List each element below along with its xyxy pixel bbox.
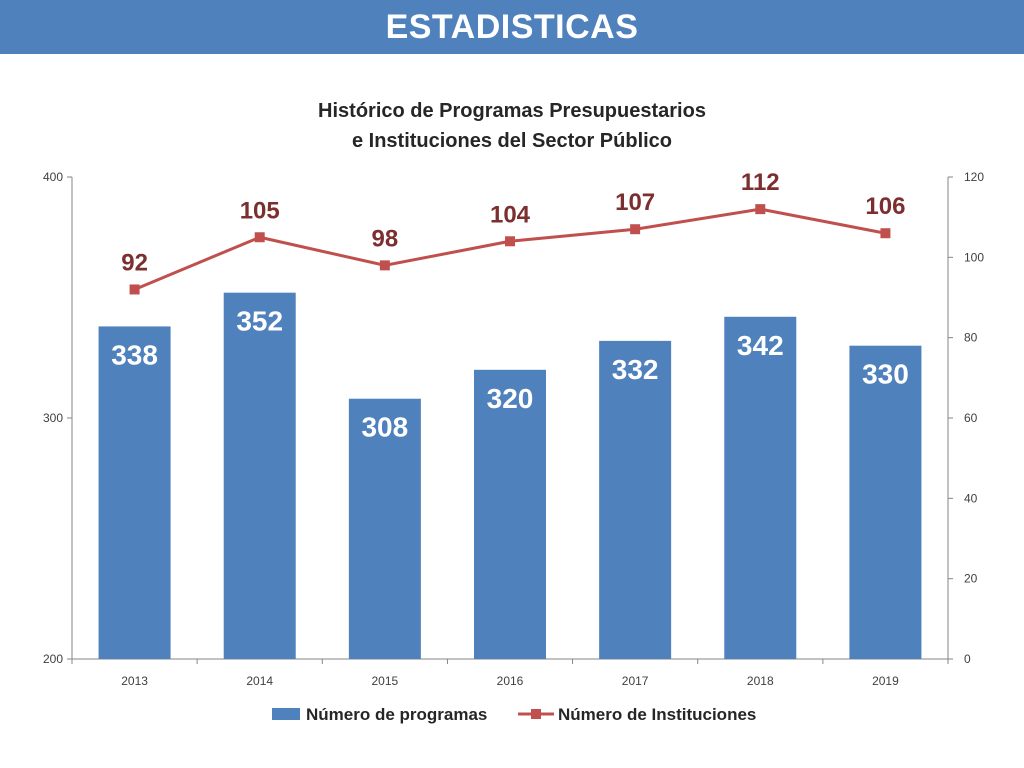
y-right-tick-label: 100 bbox=[964, 250, 984, 264]
bar bbox=[599, 340, 672, 659]
chart-title: Histórico de Programas Presupuestarios e… bbox=[0, 96, 1024, 156]
bar-value-label: 352 bbox=[236, 306, 283, 337]
line-marker bbox=[880, 228, 891, 239]
page-title: ESTADISTICAS bbox=[385, 7, 639, 46]
bar-value-label: 308 bbox=[361, 412, 408, 443]
line-marker bbox=[630, 224, 641, 235]
bar-value-label: 320 bbox=[487, 383, 534, 414]
x-tick-label: 2016 bbox=[497, 674, 524, 688]
line-value-label: 107 bbox=[615, 189, 655, 216]
y-left-tick-label: 300 bbox=[43, 411, 63, 425]
bar bbox=[849, 345, 922, 659]
line-value-label: 92 bbox=[121, 249, 148, 276]
x-tick-label: 2017 bbox=[622, 674, 649, 688]
bar bbox=[98, 326, 171, 659]
line-series: 92 105 98 104 107 112 106 bbox=[121, 169, 905, 295]
chart-title-line-2: e Instituciones del Sector Público bbox=[351, 130, 673, 152]
x-tick-label: 2014 bbox=[246, 674, 273, 688]
y-left-tick-label: 200 bbox=[43, 652, 63, 666]
y-left-tick-label: 400 bbox=[43, 170, 63, 184]
y-right-tick-label: 60 bbox=[964, 411, 978, 425]
bar bbox=[474, 369, 546, 659]
line-marker bbox=[129, 284, 140, 295]
legend-line-marker bbox=[531, 709, 541, 719]
line-value-label: 98 bbox=[372, 225, 399, 252]
x-tick-label: 2013 bbox=[121, 674, 148, 688]
line-marker bbox=[755, 204, 766, 215]
line-marker bbox=[254, 232, 265, 243]
bar-value-label: 342 bbox=[737, 330, 784, 361]
y-right-tick-label: 20 bbox=[964, 572, 978, 586]
line-value-label: 105 bbox=[240, 197, 280, 224]
chart-title-line-1: Histórico de Programas Presupuestarios bbox=[318, 100, 706, 122]
bar-value-label: 332 bbox=[612, 354, 659, 385]
x-tick-label: 2015 bbox=[372, 674, 399, 688]
legend-bar-swatch bbox=[272, 708, 300, 720]
line-value-label: 112 bbox=[741, 169, 780, 196]
bar bbox=[348, 398, 421, 659]
chart-legend: Número de programas Número de Institucion… bbox=[272, 705, 756, 724]
bar-value-label: 330 bbox=[862, 359, 909, 390]
x-tick-label: 2018 bbox=[747, 674, 774, 688]
line-marker bbox=[505, 236, 515, 247]
y-right-tick-label: 40 bbox=[964, 491, 978, 505]
legend-line-label: Número de Instituciones bbox=[558, 705, 756, 724]
line-value-label: 104 bbox=[490, 201, 531, 228]
line-value-label: 106 bbox=[865, 193, 905, 220]
y-right-tick-label: 80 bbox=[964, 331, 978, 345]
bar bbox=[223, 292, 296, 659]
y-right-tick-label: 120 bbox=[964, 170, 984, 184]
line-marker bbox=[379, 260, 390, 271]
y-right-tick-label: 0 bbox=[964, 652, 971, 666]
bar-series: 338 352 308 320 332 342 330 bbox=[98, 292, 922, 659]
header-banner: ESTADISTICAS bbox=[0, 0, 1024, 54]
x-tick-label: 2019 bbox=[872, 674, 899, 688]
bar-value-label: 338 bbox=[111, 339, 158, 370]
legend-bar-label: Número de programas bbox=[306, 705, 487, 724]
bar bbox=[724, 316, 797, 659]
